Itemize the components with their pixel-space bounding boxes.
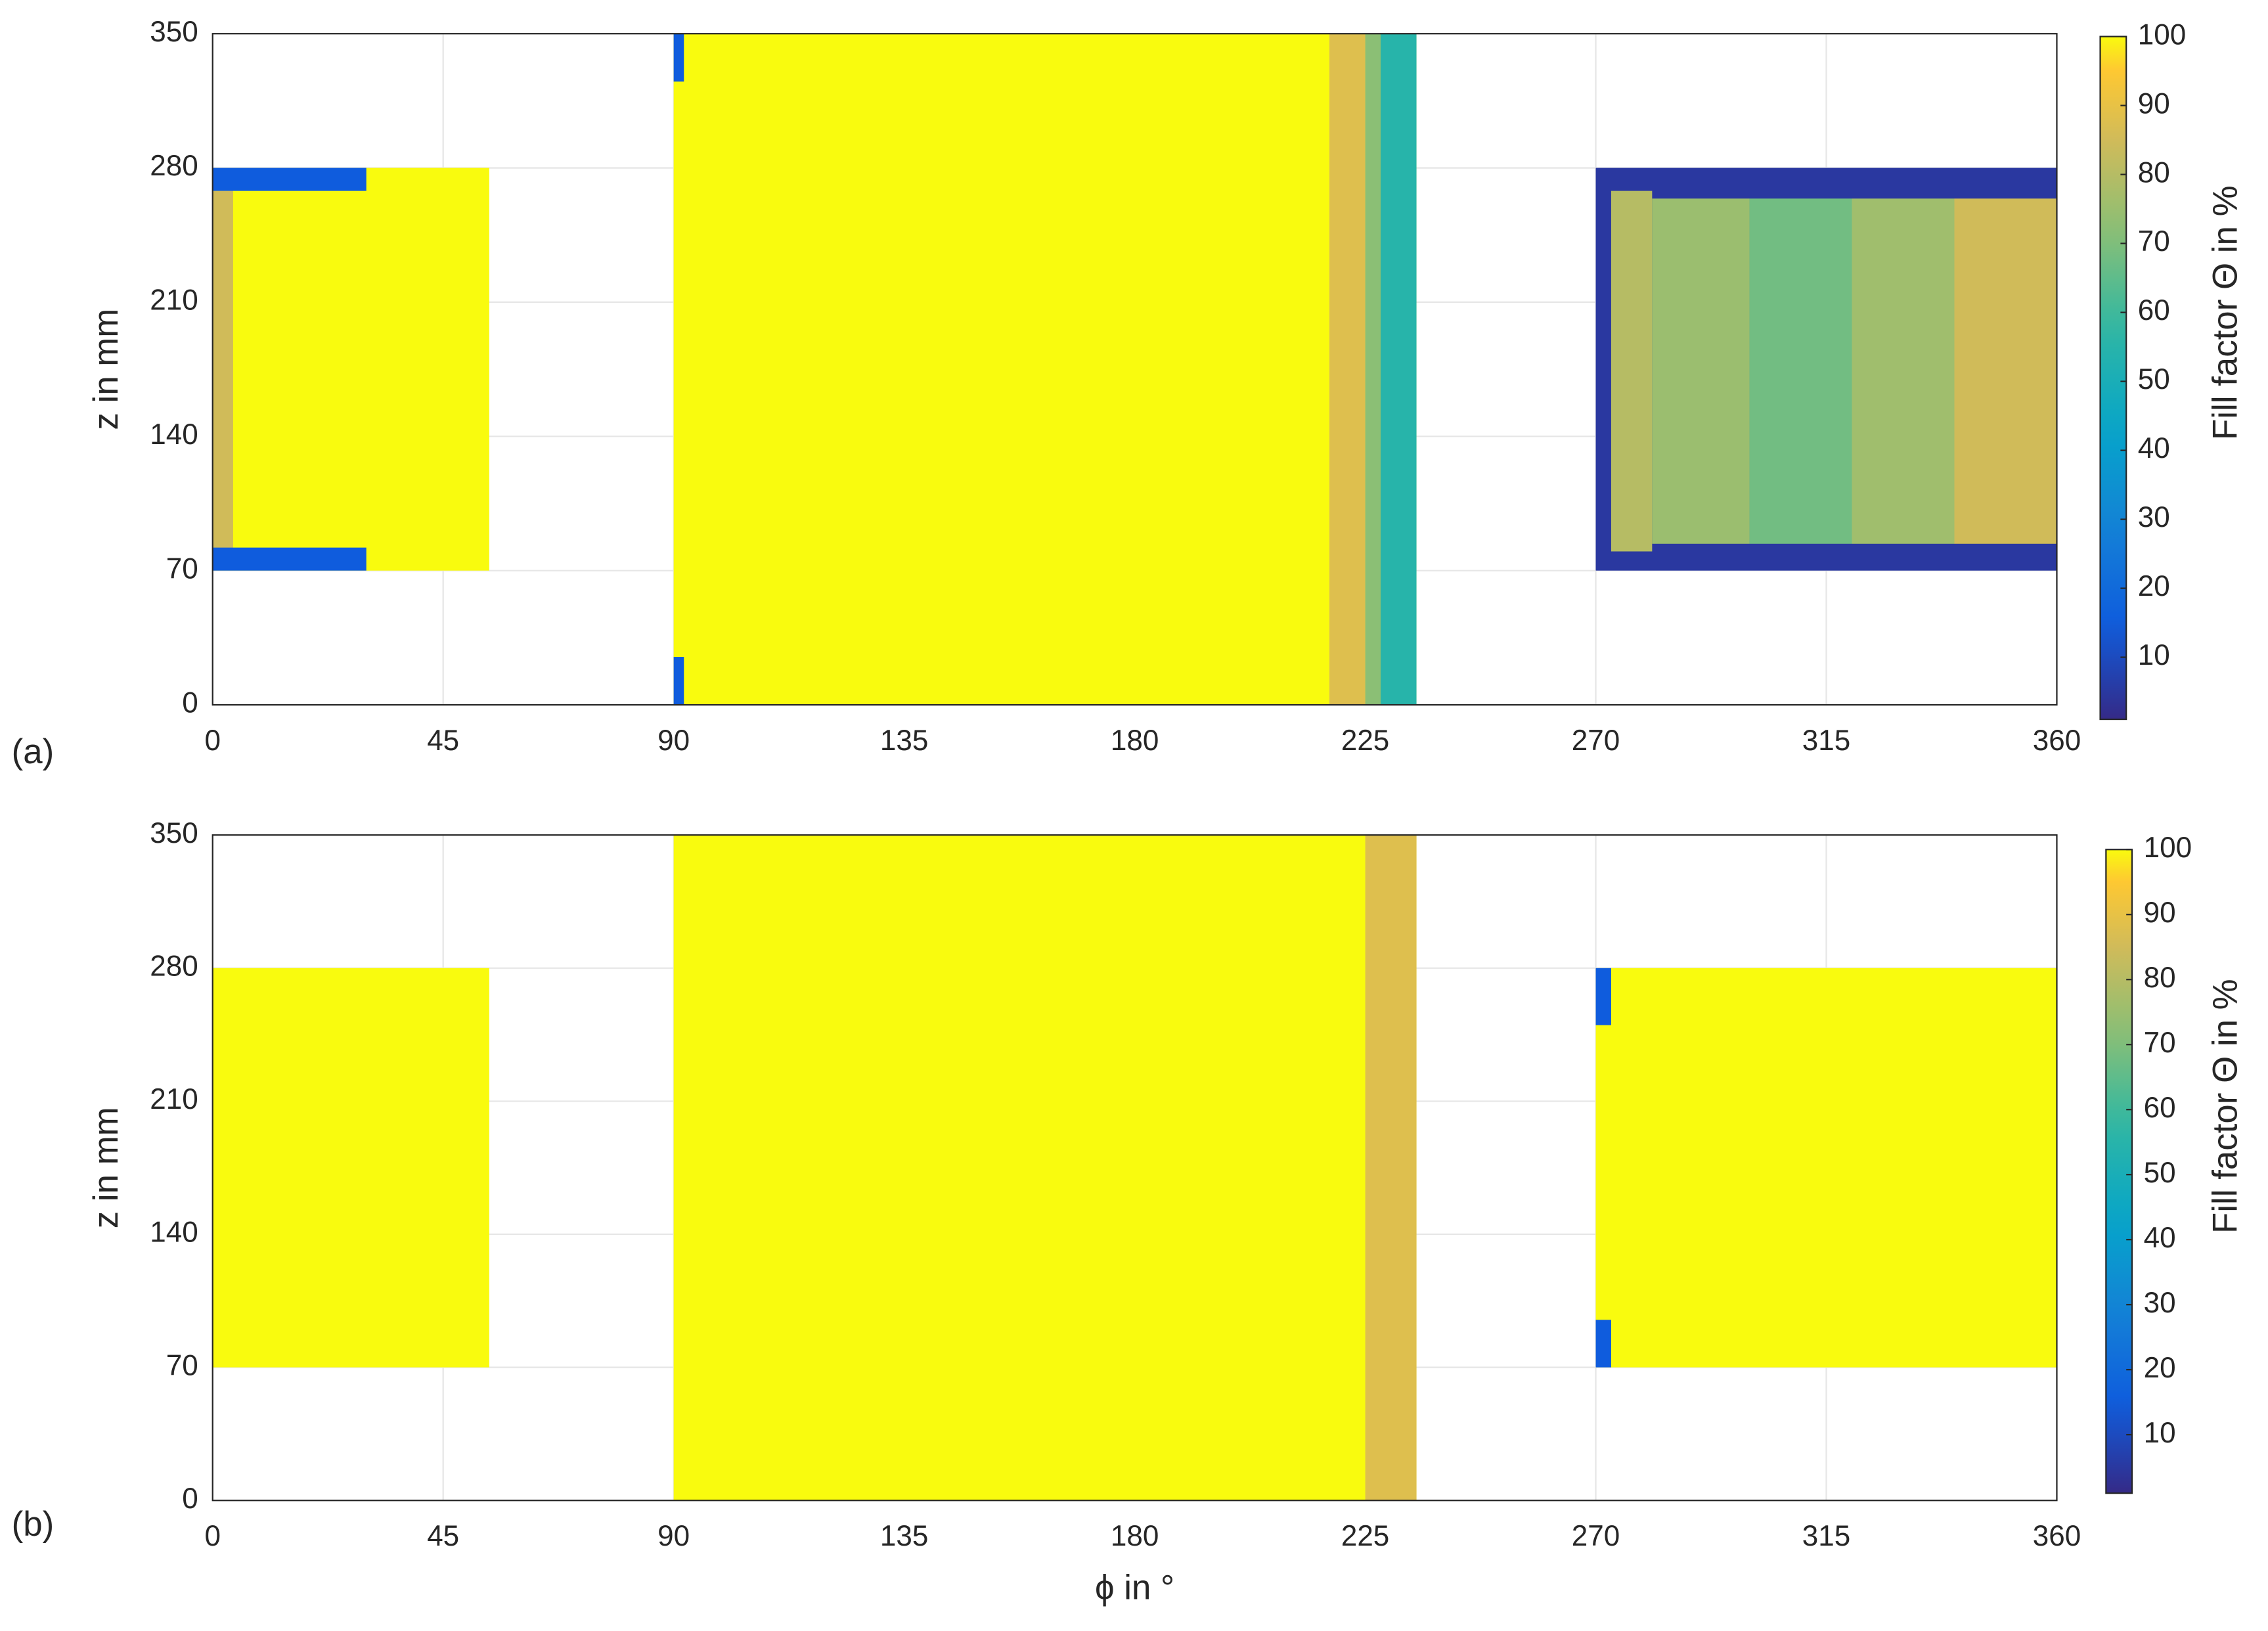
x-tick-label: 45 xyxy=(427,725,459,757)
x-tick-label: 315 xyxy=(1802,725,1850,757)
colorbar-tick-label: 20 xyxy=(2144,1352,2176,1384)
heatmap-cell xyxy=(212,168,367,191)
x-tick-label: 0 xyxy=(204,725,221,757)
heatmap-cell xyxy=(1595,968,1611,1025)
heatmap-cell xyxy=(212,168,489,571)
heatmap-cell xyxy=(1954,198,2057,544)
heatmap-cell xyxy=(212,547,367,571)
panel-label: (a) xyxy=(12,732,55,771)
panel-label: (b) xyxy=(12,1505,55,1544)
heatmap-cell xyxy=(1595,1320,1611,1368)
y-tick-label: 210 xyxy=(150,1083,198,1115)
x-tick-label: 360 xyxy=(2033,725,2081,757)
heatmap-cell xyxy=(1852,198,1955,544)
y-tick-label: 0 xyxy=(182,1483,198,1515)
x-tick-label: 270 xyxy=(1572,725,1620,757)
x-tick-label: 360 xyxy=(2033,1520,2081,1552)
y-tick-label: 70 xyxy=(166,1349,198,1381)
heatmap-cell xyxy=(1595,968,2057,1368)
colorbar-tick-label: 40 xyxy=(2138,432,2170,464)
colorbar-tick-label: 20 xyxy=(2138,570,2170,602)
y-tick-label: 280 xyxy=(150,950,198,982)
x-tick-label: 90 xyxy=(657,725,690,757)
heatmap-cell xyxy=(673,835,1417,1501)
x-tick-label: 315 xyxy=(1802,1520,1850,1552)
heatmap-cell xyxy=(1365,34,1381,705)
colorbar-tick-label: 90 xyxy=(2138,87,2170,120)
colorbar-tick-label: 90 xyxy=(2144,897,2176,929)
colorbar-tick-label: 100 xyxy=(2144,832,2192,864)
colorbar-tick-label: 80 xyxy=(2144,962,2176,994)
x-tick-label: 180 xyxy=(1111,725,1159,757)
y-axis-label: z in mm xyxy=(87,309,125,430)
heatmap-cell xyxy=(1329,34,1366,705)
y-axis-label: z in mm xyxy=(87,1107,125,1228)
x-tick-label: 90 xyxy=(657,1520,690,1552)
heatmap-cell xyxy=(212,968,489,1368)
x-tick-label: 225 xyxy=(1341,725,1389,757)
heatmap-cell xyxy=(1365,835,1417,1501)
heatmap-cell xyxy=(1380,34,1417,705)
colorbar-tick-label: 60 xyxy=(2144,1092,2176,1124)
y-tick-label: 350 xyxy=(150,817,198,849)
x-tick-label: 135 xyxy=(880,1520,928,1552)
axes-box xyxy=(211,834,2058,1502)
colorbar-tick-label: 50 xyxy=(2138,363,2170,395)
y-tick-label: 70 xyxy=(166,552,198,585)
y-tick-label: 280 xyxy=(150,150,198,182)
heatmap-cell xyxy=(673,34,684,82)
colorbar-tick-label: 10 xyxy=(2138,639,2170,671)
y-tick-label: 140 xyxy=(150,418,198,451)
x-tick-label: 45 xyxy=(427,1520,459,1552)
x-tick-label: 0 xyxy=(204,1520,221,1552)
x-tick-label: 225 xyxy=(1341,1520,1389,1552)
heatmap-cell xyxy=(212,190,233,552)
x-tick-label: 270 xyxy=(1572,1520,1620,1552)
colorbar-tick-label: 40 xyxy=(2144,1222,2176,1254)
colorbar-tick-label: 100 xyxy=(2138,18,2186,51)
colorbar xyxy=(2099,35,2127,721)
y-tick-label: 140 xyxy=(150,1217,198,1249)
y-tick-label: 0 xyxy=(182,687,198,719)
colorbar-tick-label: 80 xyxy=(2138,156,2170,189)
heatmap-cell xyxy=(673,34,1417,705)
colorbar-tick-label: 50 xyxy=(2144,1157,2176,1189)
colorbar-tick-label: 10 xyxy=(2144,1417,2176,1449)
heatmap-cell xyxy=(1749,198,1852,544)
y-tick-label: 350 xyxy=(150,16,198,48)
colorbar-tick-label: 30 xyxy=(2138,501,2170,533)
axes-box xyxy=(211,33,2058,706)
colorbar xyxy=(2105,849,2133,1494)
colorbar-label: Fill factor Θ in % xyxy=(2206,185,2244,440)
x-tick-label: 180 xyxy=(1111,1520,1159,1552)
colorbar-label: Fill factor Θ in % xyxy=(2206,979,2244,1234)
heatmap-cell xyxy=(673,657,684,705)
heatmap-cell xyxy=(1611,190,1653,552)
colorbar-tick-label: 30 xyxy=(2144,1287,2176,1319)
colorbar-tick-label: 60 xyxy=(2138,294,2170,326)
colorbar-tick-label: 70 xyxy=(2144,1027,2176,1059)
y-tick-label: 210 xyxy=(150,284,198,317)
heatmap-cell xyxy=(1652,198,1750,544)
x-tick-label: 135 xyxy=(880,725,928,757)
colorbar-tick-label: 70 xyxy=(2138,225,2170,257)
x-axis-label: ϕ in ° xyxy=(1095,1569,1174,1607)
